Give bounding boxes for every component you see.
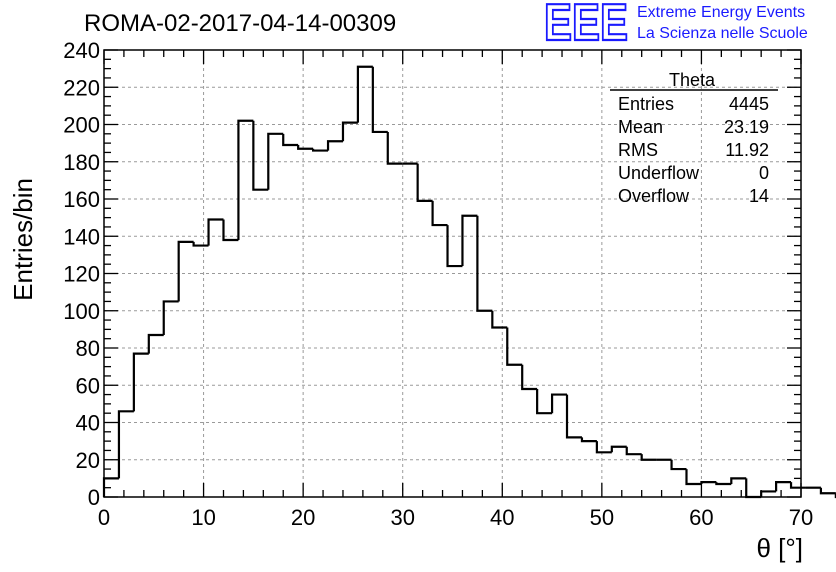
stats-title: Theta [669,70,716,90]
histogram-bin [147,333,164,354]
histogram-bin [685,469,702,486]
histogram-bin [760,490,777,497]
y-tick-label: 220 [63,75,100,100]
stats-label-overflow: Overflow [618,186,690,206]
y-tick-label: 200 [63,113,100,138]
histogram-bin [506,327,523,366]
histogram-bin [177,240,194,302]
logo-line1: Extreme Energy Events [637,4,805,21]
y-tick-label: 20 [76,448,100,473]
axis-ticks [103,49,802,498]
y-tick-label: 40 [76,411,100,436]
histogram-bin [745,478,762,499]
y-tick-label: 240 [63,38,100,63]
logo-line2: La Scienza nelle Scuole [637,25,808,42]
stats-value-overflow: 14 [749,186,769,206]
histogram-bin [775,481,792,492]
histogram-bin [536,388,553,415]
histogram-bin [222,219,239,242]
histogram-bin [282,133,299,147]
histogram-bin [610,445,627,453]
histogram-bin [446,225,463,268]
x-tick-label: 0 [98,505,110,530]
histogram-bin [431,200,448,227]
histogram-bin [416,163,433,202]
histogram-bin [819,487,836,495]
histogram-bin [595,441,612,454]
histogram-bin [341,121,358,142]
histogram-bin [356,65,373,123]
logo-mark: EEE [544,0,628,52]
y-axis-label: Entries/bin [8,178,38,301]
histogram-bin [640,454,657,461]
histogram-bin [580,437,597,443]
histogram-bin [237,119,254,240]
histogram-bin [162,300,179,335]
stats-value-underflow: 0 [759,163,769,183]
histogram-bin [715,482,732,486]
y-tick-label: 140 [63,224,100,249]
histogram-bin [207,218,224,246]
stats-label-underflow: Underflow [618,163,700,183]
stats-value-rms: 11.92 [725,140,769,160]
y-tick-label: 160 [63,187,100,212]
stats-value-mean: 23.19 [724,117,769,137]
histogram-bin [476,215,493,312]
x-axis-label: θ [°] [756,533,803,563]
stats-value-entries: 4445 [729,94,769,114]
histogram-bin [117,410,134,479]
x-tick-label: 70 [789,505,813,530]
histogram-bin [670,459,687,471]
y-tick-labels: 0 20 40 60 80 100 120 140 160 180 200 220 240 [63,38,100,510]
x-tick-label: 60 [689,505,713,530]
stats-label-rms: RMS [618,140,658,160]
chart-title: ROMA-02-2017-04-14-00309 [84,10,396,37]
histogram-bin [565,394,582,439]
histogram-bin [192,241,209,247]
histogram-bin [326,140,343,151]
x-tick-labels: 0 10 20 30 40 50 60 70 [98,505,813,530]
x-tick-label: 20 [291,505,315,530]
histogram-bin [730,477,747,484]
histogram-bin [386,131,403,165]
histogram-bin [700,481,717,484]
histogram-bin [789,482,806,489]
grid-lines [104,50,801,497]
histogram-bin [461,214,478,267]
histogram-bin [550,393,568,414]
histogram-bin [267,132,284,190]
histogram-bin [297,144,314,150]
y-tick-label: 0 [88,485,100,510]
eee-logo: EEE Extreme Energy Events La Scienza nel… [543,0,808,53]
y-tick-label: 60 [76,373,100,398]
y-tick-label: 100 [63,299,100,324]
y-tick-label: 80 [76,336,100,361]
histogram-bin [491,310,508,329]
histogram-bin [371,66,388,134]
x-tick-label: 10 [191,505,215,530]
x-tick-label: 50 [590,505,614,530]
histogram-bin [132,352,149,412]
y-tick-label: 120 [63,262,100,287]
y-tick-label: 180 [63,150,100,175]
stats-label-mean: Mean [618,117,663,137]
histogram-bin [252,120,269,191]
histogram-bin [521,364,538,391]
x-tick-label: 40 [490,505,514,530]
histogram-bin [625,446,642,456]
histogram-bin [312,148,329,152]
stats-box: Theta Entries 4445 Mean 23.19 RMS 11.92 … [610,70,778,206]
x-tick-label: 30 [390,505,414,530]
stats-label-entries: Entries [618,94,674,114]
